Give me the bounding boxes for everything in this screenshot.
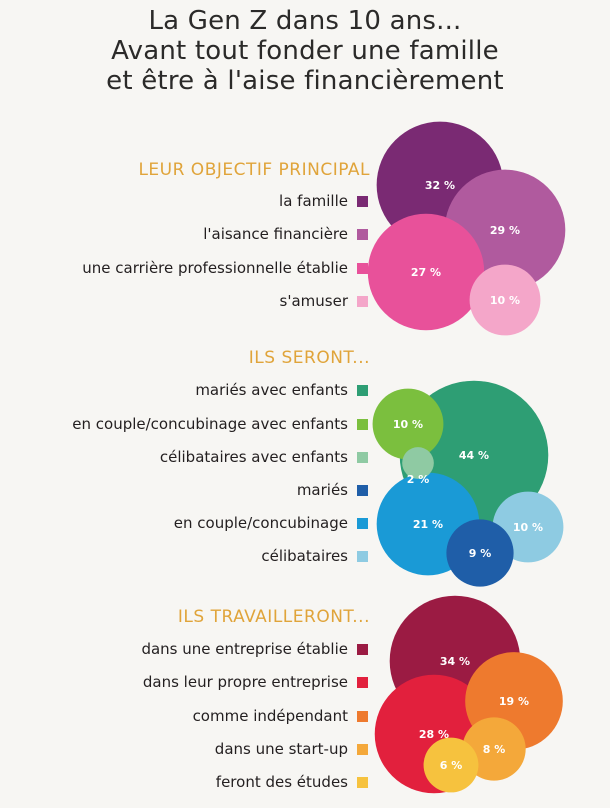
legend-swatch xyxy=(357,296,368,307)
legend-label: la famille xyxy=(279,192,348,210)
bubble-value-label: 28 % xyxy=(419,728,449,741)
bubble xyxy=(469,264,541,336)
title-line-1: La Gen Z dans 10 ans... xyxy=(148,6,462,36)
legend-swatch xyxy=(357,229,368,240)
bubble-value-label: 32 % xyxy=(425,179,455,192)
title-line-3: et être à l'aise financièrement xyxy=(106,66,504,96)
legend-swatch xyxy=(357,485,368,496)
legend-label: mariés avec enfants xyxy=(195,381,348,399)
bubble xyxy=(423,737,479,793)
bubble xyxy=(446,519,514,587)
bubble-value-label: 9 % xyxy=(469,547,492,560)
legend-label: en couple/concubinage xyxy=(173,514,348,532)
legend-swatch xyxy=(357,452,368,463)
legend-swatch xyxy=(357,777,368,788)
legend-label: célibataires xyxy=(261,547,348,565)
legend-swatch xyxy=(357,711,368,722)
page-title: La Gen Z dans 10 ans... Avant tout fonde… xyxy=(0,6,610,96)
legend-label: comme indépendant xyxy=(192,707,348,725)
legend-label: célibataires avec enfants xyxy=(159,448,348,466)
bubble-value-label: 19 % xyxy=(499,695,529,708)
bubble-value-label: 10 % xyxy=(490,294,520,307)
bubble-value-label: 34 % xyxy=(440,655,470,668)
section-heading-3: ILS TRAVAILLERONT... xyxy=(177,607,370,627)
legend-label: dans une start-up xyxy=(214,740,348,758)
section-heading-1: LEUR OBJECTIF PRINCIPAL xyxy=(138,160,370,180)
legend-label: une carrière professionnelle établie xyxy=(82,259,348,277)
legend-swatch xyxy=(357,385,368,396)
legend-swatch xyxy=(357,551,368,562)
legend-label: feront des études xyxy=(215,773,348,791)
legend-swatch xyxy=(357,644,368,655)
legend-label: dans leur propre entreprise xyxy=(142,673,348,691)
bubble xyxy=(402,447,434,479)
legend-swatch xyxy=(357,263,368,274)
bubble-value-label: 10 % xyxy=(513,521,543,534)
bubble xyxy=(372,388,444,460)
bubble-value-label: 8 % xyxy=(483,743,506,756)
title-line-2: Avant tout fonder une famille xyxy=(111,36,499,66)
bubble-value-label: 10 % xyxy=(393,418,423,431)
legend-swatch xyxy=(357,196,368,207)
legend-label: l'aisance financière xyxy=(203,225,348,243)
legend-label: s'amuser xyxy=(279,292,348,310)
bubble-value-label: 2 % xyxy=(407,473,430,486)
legend-swatch xyxy=(357,518,368,529)
legend-swatch xyxy=(357,677,368,688)
legend-label: dans une entreprise établie xyxy=(141,640,348,658)
section-heading-2: ILS SERONT... xyxy=(248,348,370,368)
legend-label: mariés xyxy=(296,481,348,499)
legend-swatch xyxy=(357,744,368,755)
legend-swatch xyxy=(357,419,368,430)
bubble-value-label: 6 % xyxy=(440,759,463,772)
bubble-value-label: 44 % xyxy=(459,449,489,462)
legend-label: en couple/concubinage avec enfants xyxy=(72,415,348,433)
bubble-value-label: 21 % xyxy=(413,518,443,531)
bubble-value-label: 29 % xyxy=(490,224,520,237)
bubble xyxy=(367,213,485,331)
bubble-value-label: 27 % xyxy=(411,266,441,279)
